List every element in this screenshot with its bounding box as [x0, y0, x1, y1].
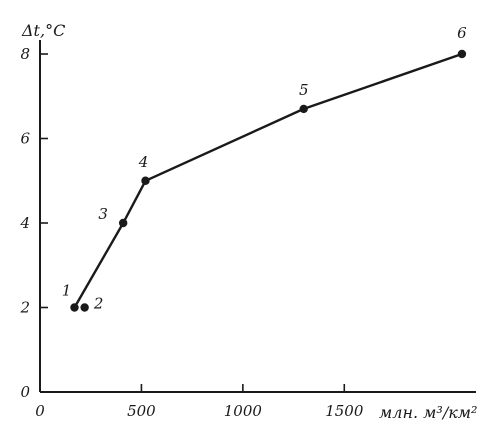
data-point	[299, 104, 308, 114]
y-axis-title: Δt,°C	[21, 21, 65, 40]
data-point	[118, 218, 128, 228]
data-point	[457, 49, 467, 59]
point-label: 4	[138, 153, 149, 171]
y-tick-label: 6	[20, 130, 30, 148]
point-label: 3	[98, 205, 108, 223]
point-label: 1	[62, 282, 72, 300]
data-point	[141, 176, 150, 185]
x-tick-label: 500	[127, 402, 156, 420]
series-line	[73, 52, 463, 309]
axes: Δt,°C млн. м³/км²	[21, 21, 477, 422]
y-tick-label: 0	[20, 383, 30, 401]
y-tick-label: 4	[19, 214, 30, 232]
x-tick-label: 1500	[325, 402, 364, 420]
x-tick-label: 1000	[224, 402, 263, 420]
x-tick-label: 0	[35, 402, 45, 420]
point-label: 6	[457, 24, 467, 42]
data-point	[80, 303, 89, 312]
x-axis-title: млн. м³/км²	[379, 403, 477, 422]
series: 1 2 3 4 5 6	[62, 24, 467, 313]
point-label: 5	[299, 81, 309, 99]
y-tick-label: 8	[20, 45, 30, 63]
axis-ticks: 0 2 4 6 8 0 500 1000 1500	[19, 45, 363, 420]
data-point	[70, 303, 79, 312]
y-tick-label: 2	[19, 299, 30, 317]
point-label: 2	[93, 295, 104, 313]
